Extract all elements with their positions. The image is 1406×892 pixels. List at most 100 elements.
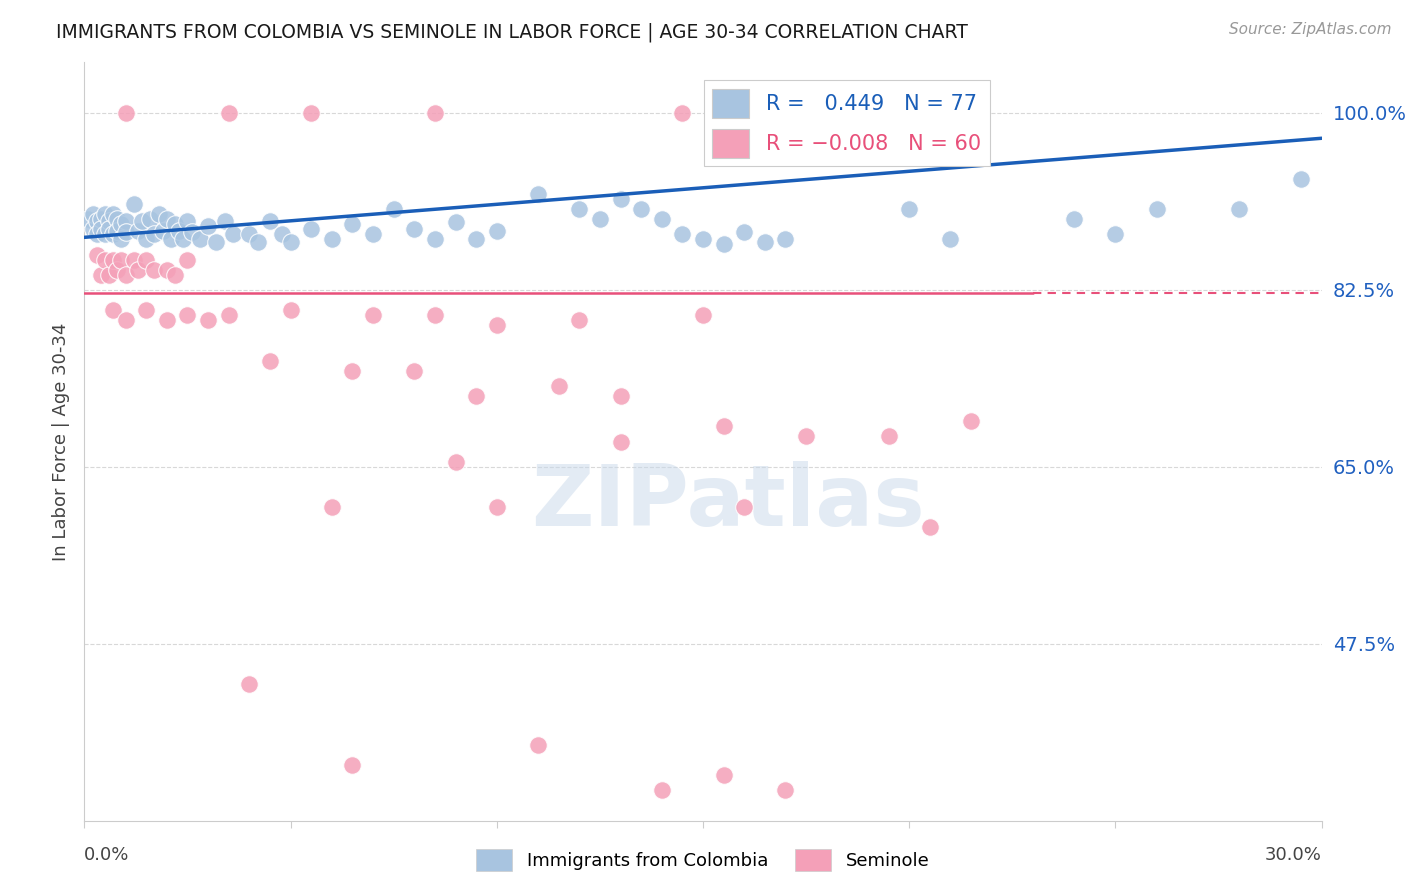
Point <box>238 677 260 691</box>
Point <box>1289 171 1312 186</box>
Point <box>238 227 260 242</box>
Point <box>94 207 117 221</box>
Point <box>165 217 187 231</box>
Point <box>692 308 714 322</box>
Point <box>444 455 467 469</box>
Point <box>271 227 294 242</box>
Point <box>280 303 302 318</box>
Point <box>98 268 121 282</box>
Point <box>127 262 149 277</box>
Point <box>82 222 104 236</box>
Point <box>246 235 269 250</box>
Point <box>342 758 364 772</box>
Point <box>361 227 384 242</box>
Point <box>176 252 198 267</box>
Point <box>114 214 136 228</box>
Point <box>321 232 343 246</box>
Point <box>423 308 446 322</box>
Point <box>465 232 488 246</box>
Point <box>135 232 157 246</box>
Point <box>299 222 322 236</box>
Point <box>1146 202 1168 216</box>
Point <box>103 227 125 242</box>
Point <box>86 247 108 261</box>
Point <box>103 207 125 221</box>
Point <box>342 217 364 231</box>
Point <box>609 434 631 449</box>
Point <box>152 224 174 238</box>
Point <box>98 222 121 236</box>
Point <box>122 252 145 267</box>
Point <box>280 235 302 250</box>
Point <box>222 227 245 242</box>
Point <box>485 224 508 238</box>
Point <box>713 237 735 252</box>
Point <box>671 106 693 120</box>
Point <box>176 214 198 228</box>
Legend: R =   0.449   N = 77, R = −0.008   N = 60: R = 0.449 N = 77, R = −0.008 N = 60 <box>703 80 990 167</box>
Point <box>423 106 446 120</box>
Point <box>527 738 550 752</box>
Point <box>127 224 149 238</box>
Point <box>754 235 776 250</box>
Point <box>135 303 157 318</box>
Point <box>114 268 136 282</box>
Point <box>110 217 132 231</box>
Point <box>188 232 211 246</box>
Point <box>960 414 983 428</box>
Point <box>105 224 128 238</box>
Point <box>176 308 198 322</box>
Point <box>321 500 343 515</box>
Point <box>898 202 921 216</box>
Point <box>939 232 962 246</box>
Point <box>82 207 104 221</box>
Point <box>135 252 157 267</box>
Point <box>1063 212 1085 227</box>
Point <box>485 318 508 333</box>
Point <box>423 232 446 246</box>
Legend: Immigrants from Colombia, Seminole: Immigrants from Colombia, Seminole <box>470 842 936 879</box>
Point <box>651 212 673 227</box>
Point <box>172 232 194 246</box>
Point <box>139 212 162 227</box>
Point <box>90 268 112 282</box>
Point <box>733 225 755 239</box>
Point <box>568 313 591 327</box>
Point <box>733 500 755 515</box>
Point <box>77 212 100 227</box>
Point <box>110 252 132 267</box>
Point <box>143 262 166 277</box>
Point <box>918 520 941 534</box>
Point <box>86 214 108 228</box>
Point <box>609 192 631 206</box>
Point <box>361 308 384 322</box>
Point <box>197 313 219 327</box>
Point <box>90 222 112 236</box>
Point <box>114 106 136 120</box>
Point <box>98 214 121 228</box>
Y-axis label: In Labor Force | Age 30-34: In Labor Force | Age 30-34 <box>52 322 70 561</box>
Point <box>165 268 187 282</box>
Text: IMMIGRANTS FROM COLOMBIA VS SEMINOLE IN LABOR FORCE | AGE 30-34 CORRELATION CHAR: IMMIGRANTS FROM COLOMBIA VS SEMINOLE IN … <box>56 22 969 42</box>
Text: Source: ZipAtlas.com: Source: ZipAtlas.com <box>1229 22 1392 37</box>
Point <box>342 364 364 378</box>
Point <box>651 783 673 797</box>
Point <box>259 353 281 368</box>
Point <box>692 232 714 246</box>
Point <box>775 232 797 246</box>
Point <box>94 227 117 242</box>
Point <box>156 313 179 327</box>
Point <box>122 197 145 211</box>
Point <box>1104 227 1126 242</box>
Point <box>775 783 797 797</box>
Point <box>609 389 631 403</box>
Point <box>547 379 569 393</box>
Point <box>131 214 153 228</box>
Point <box>94 252 117 267</box>
Point <box>90 212 112 227</box>
Point <box>218 106 240 120</box>
Point <box>180 225 202 239</box>
Point <box>465 389 488 403</box>
Point <box>105 212 128 227</box>
Point <box>156 212 179 227</box>
